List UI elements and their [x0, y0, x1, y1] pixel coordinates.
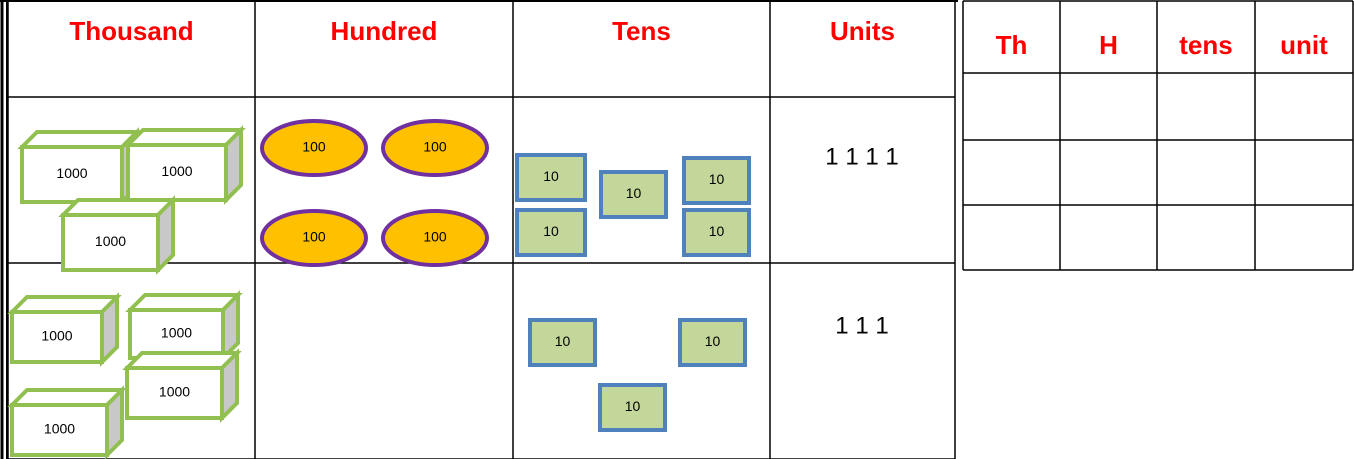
thousand-block-top	[122, 351, 242, 370]
hundred-oval	[381, 119, 489, 177]
ten-label: 10	[705, 333, 721, 349]
ten-label: 10	[625, 398, 641, 414]
ten-label: 10	[709, 223, 725, 239]
thousand-block-top	[7, 388, 127, 407]
oval-label: 100	[423, 139, 447, 155]
column-header: Units	[830, 16, 895, 46]
oval-label: 100	[302, 229, 326, 245]
block-label: 1000	[161, 325, 192, 341]
block-label: 1000	[44, 421, 75, 437]
thousand-block-side	[156, 195, 175, 275]
thousand-block	[20, 145, 124, 204]
thousand-block	[10, 403, 109, 457]
hundred-oval	[260, 209, 368, 267]
ten-label: 10	[555, 333, 571, 349]
ten-square	[599, 170, 668, 219]
thousand-block-top	[17, 130, 142, 149]
thousand-block-top	[58, 198, 178, 217]
block-label: 1000	[159, 384, 190, 400]
ten-square	[682, 156, 751, 205]
oval-label: 100	[423, 229, 447, 245]
ten-square	[678, 318, 747, 367]
oval-label: 100	[302, 139, 326, 155]
thousand-block-top	[125, 293, 243, 312]
block-label: 1000	[161, 163, 192, 179]
ten-square	[515, 153, 587, 202]
thousand-block-side	[224, 125, 243, 205]
column-header: Tens	[612, 16, 671, 46]
ten-square	[528, 318, 597, 367]
column-header: H	[1099, 30, 1118, 60]
block-label: 1000	[56, 165, 87, 181]
ten-label: 10	[543, 168, 559, 184]
ten-square	[598, 383, 667, 432]
column-header: Hundred	[331, 16, 438, 46]
ten-square	[515, 208, 587, 257]
thousand-block-top	[123, 128, 246, 147]
column-header: tens	[1179, 30, 1232, 60]
thousand-block	[125, 366, 224, 420]
thousand-block	[61, 213, 160, 272]
column-header: unit	[1280, 30, 1328, 60]
column-header: Th	[996, 30, 1028, 60]
block-label: 1000	[95, 233, 126, 249]
ten-square	[682, 208, 751, 257]
hundred-oval	[381, 209, 489, 267]
thousand-block	[10, 310, 104, 364]
units-value: 1 1 1	[835, 312, 888, 339]
column-header: Thousand	[69, 16, 193, 46]
units-value: 1 1 1 1	[825, 143, 898, 170]
ten-label: 10	[626, 185, 642, 201]
block-label: 1000	[41, 328, 72, 344]
hundred-oval	[260, 119, 368, 177]
ten-label: 10	[709, 171, 725, 187]
thousand-block-top	[7, 295, 122, 314]
thousand-block	[126, 143, 228, 202]
ten-label: 10	[543, 223, 559, 239]
